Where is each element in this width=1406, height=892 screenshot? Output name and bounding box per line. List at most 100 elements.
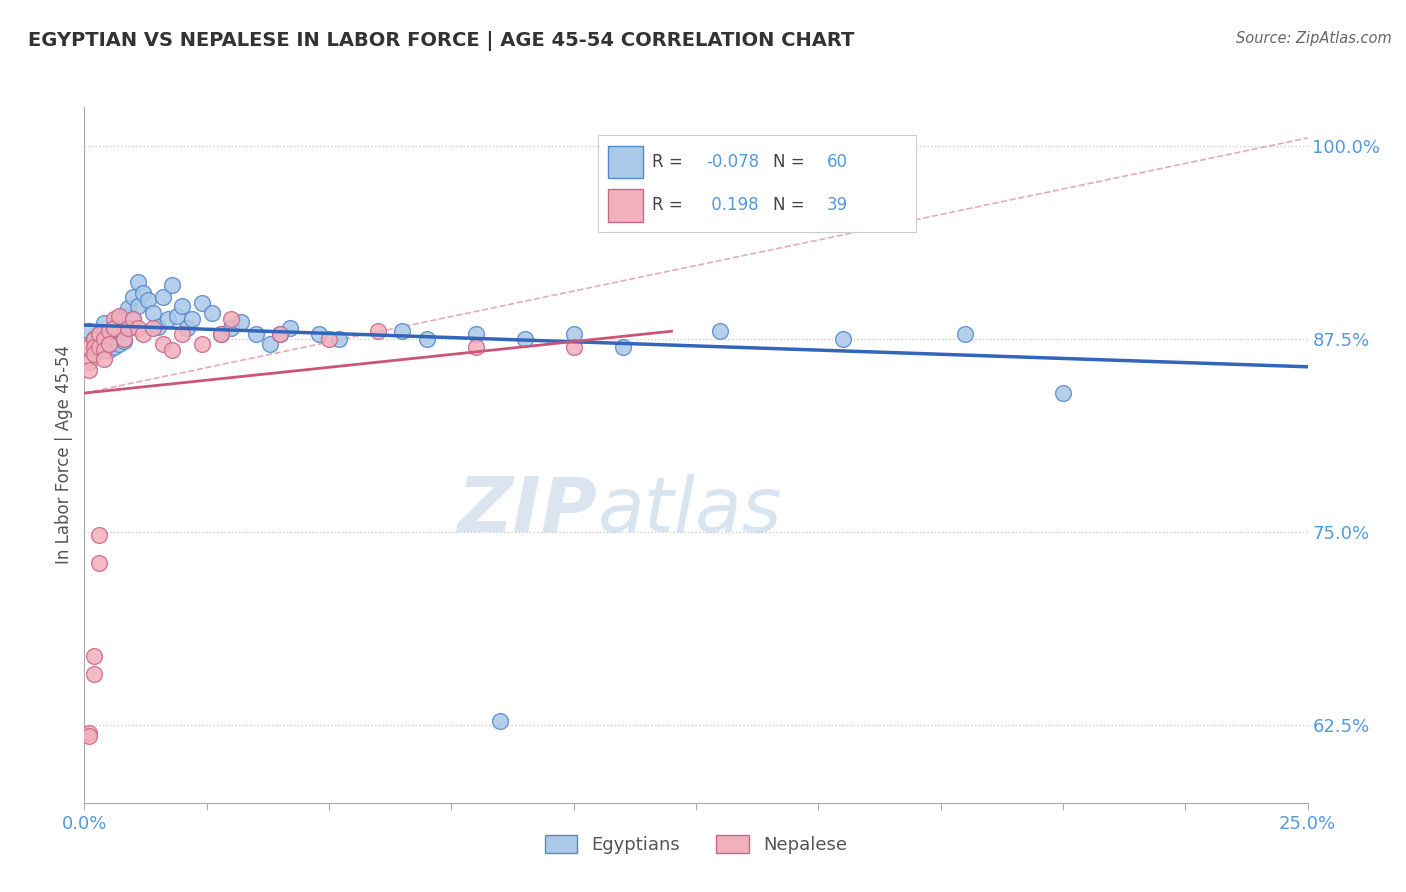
- Point: [612, 340, 634, 354]
- Point: [77, 324, 100, 338]
- Point: [562, 340, 585, 354]
- Point: [191, 336, 214, 351]
- Legend: Egyptians, Nepalese: Egyptians, Nepalese: [536, 826, 856, 863]
- Point: [391, 324, 413, 338]
- Point: [77, 355, 100, 369]
- Point: [464, 340, 486, 354]
- Point: [709, 324, 731, 338]
- Point: [107, 336, 129, 351]
- Point: [93, 332, 115, 346]
- Point: [127, 321, 149, 335]
- Point: [117, 321, 139, 335]
- Point: [112, 324, 135, 338]
- Point: [112, 334, 135, 348]
- Point: [783, 154, 806, 169]
- Point: [122, 290, 145, 304]
- Point: [127, 300, 149, 314]
- Point: [132, 285, 155, 300]
- Text: atlas: atlas: [598, 474, 783, 548]
- Point: [93, 340, 115, 354]
- Point: [142, 306, 165, 320]
- Point: [107, 309, 129, 323]
- Point: [127, 275, 149, 289]
- Point: [112, 332, 135, 346]
- Point: [97, 324, 120, 338]
- Point: [146, 319, 169, 334]
- Y-axis label: In Labor Force | Age 45-54: In Labor Force | Age 45-54: [55, 345, 73, 565]
- Point: [87, 327, 110, 342]
- Point: [107, 327, 129, 342]
- Point: [83, 648, 105, 663]
- Point: [259, 336, 281, 351]
- Point: [83, 332, 105, 346]
- Point: [489, 714, 512, 728]
- Point: [308, 327, 330, 342]
- Point: [209, 327, 232, 342]
- Point: [77, 726, 100, 740]
- Point: [219, 321, 242, 335]
- Point: [953, 327, 976, 342]
- Point: [103, 321, 125, 335]
- Point: [269, 327, 291, 342]
- Point: [122, 311, 145, 326]
- Point: [93, 317, 115, 331]
- Point: [103, 321, 125, 335]
- Point: [77, 340, 100, 354]
- Point: [562, 327, 585, 342]
- Point: [132, 327, 155, 342]
- Point: [83, 332, 105, 346]
- Point: [112, 309, 135, 323]
- Text: EGYPTIAN VS NEPALESE IN LABOR FORCE | AGE 45-54 CORRELATION CHART: EGYPTIAN VS NEPALESE IN LABOR FORCE | AG…: [28, 31, 855, 51]
- Point: [245, 327, 267, 342]
- Point: [831, 332, 853, 346]
- Point: [83, 667, 105, 681]
- Point: [122, 311, 145, 326]
- Point: [93, 352, 115, 367]
- Point: [172, 300, 194, 314]
- Point: [117, 321, 139, 335]
- Point: [103, 330, 125, 344]
- Point: [200, 306, 222, 320]
- Point: [97, 336, 120, 351]
- Point: [97, 327, 120, 342]
- Point: [416, 332, 439, 346]
- Point: [269, 327, 291, 342]
- Point: [162, 277, 184, 292]
- Point: [162, 343, 184, 357]
- Point: [83, 340, 105, 354]
- Point: [318, 332, 340, 346]
- Point: [136, 293, 159, 308]
- Point: [176, 321, 198, 335]
- Point: [87, 336, 110, 351]
- Point: [87, 556, 110, 570]
- Point: [172, 327, 194, 342]
- Point: [93, 343, 115, 357]
- Point: [97, 336, 120, 351]
- Point: [152, 290, 174, 304]
- Point: [87, 340, 110, 354]
- Point: [156, 311, 179, 326]
- Point: [219, 311, 242, 326]
- Point: [229, 315, 252, 329]
- Point: [464, 327, 486, 342]
- Point: [181, 311, 204, 326]
- Point: [97, 343, 120, 357]
- Point: [191, 296, 214, 310]
- Point: [77, 363, 100, 377]
- Point: [1052, 386, 1074, 401]
- Point: [117, 301, 139, 315]
- Point: [152, 336, 174, 351]
- Point: [77, 729, 100, 743]
- Point: [87, 327, 110, 342]
- Point: [87, 528, 110, 542]
- Text: Source: ZipAtlas.com: Source: ZipAtlas.com: [1236, 31, 1392, 46]
- Point: [278, 321, 301, 335]
- Point: [83, 347, 105, 361]
- Point: [328, 332, 350, 346]
- Point: [367, 324, 389, 338]
- Point: [209, 327, 232, 342]
- Point: [513, 332, 536, 346]
- Point: [107, 317, 129, 331]
- Point: [103, 311, 125, 326]
- Point: [142, 321, 165, 335]
